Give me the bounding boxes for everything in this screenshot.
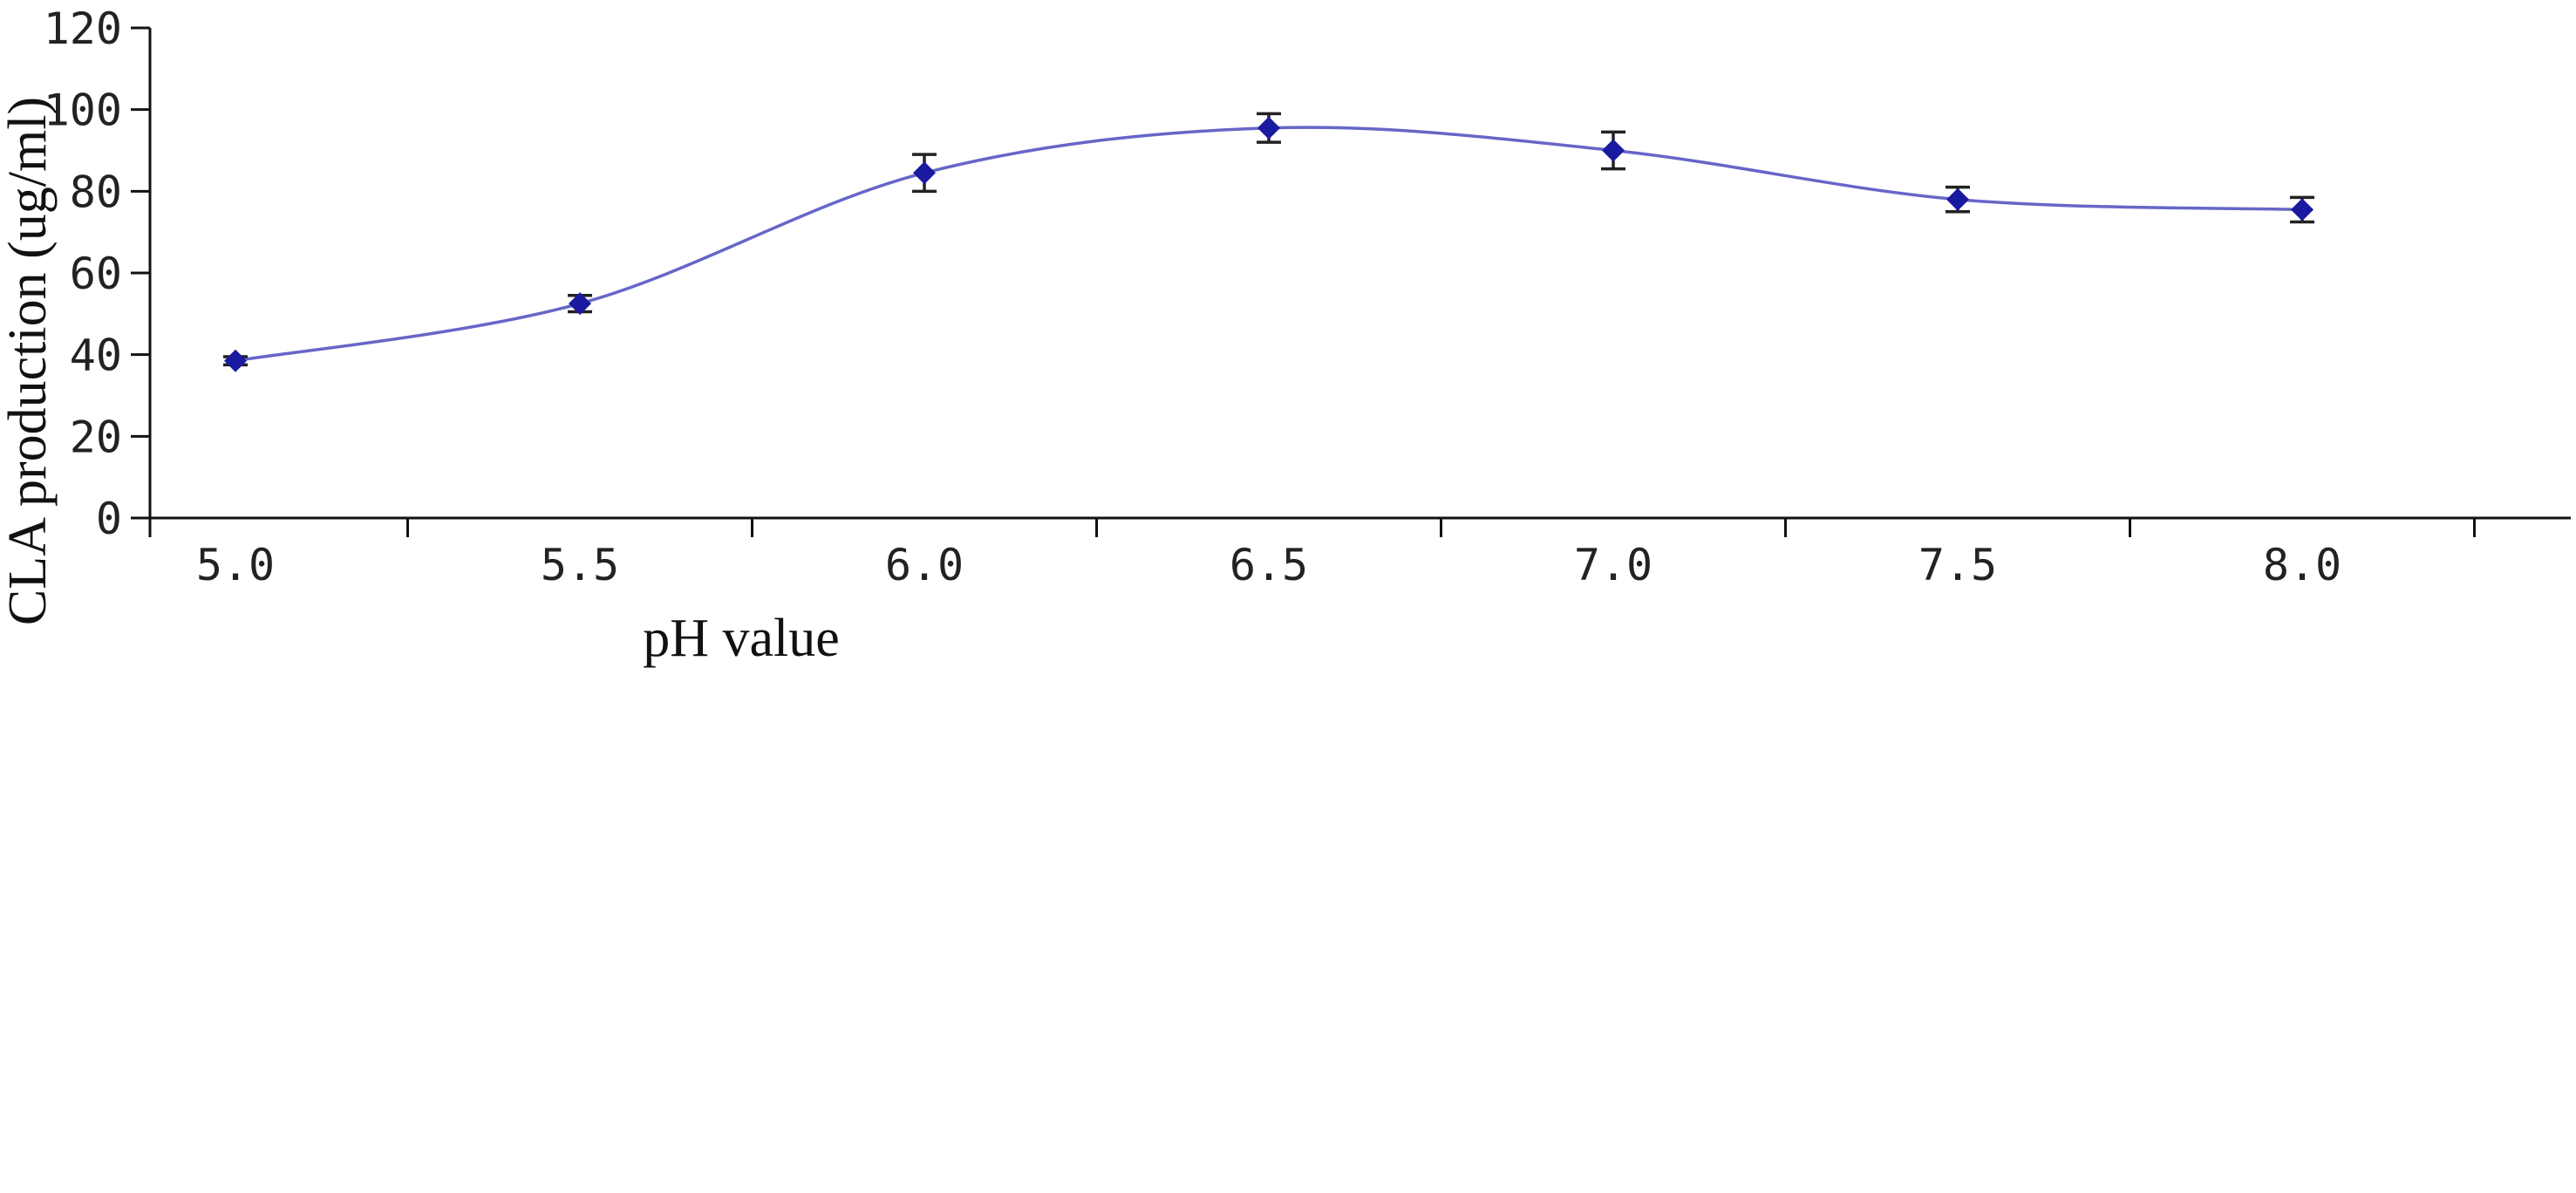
y-axis-title: CLA production (ug/ml) (0, 97, 58, 625)
x-tick-label-5.0: 5.0 (196, 540, 275, 590)
error-bars (223, 112, 2314, 367)
data-point-7.0 (1602, 139, 1625, 162)
x-axis-ticks (148, 518, 2476, 537)
y-tick-label-100: 100 (44, 85, 122, 136)
y-axis-tick-labels: 0 20 40 60 80 100 120 (44, 3, 122, 544)
data-point-5.5 (569, 292, 591, 316)
data-point-8.0 (2291, 198, 2314, 222)
y-tick-label-120: 120 (44, 3, 122, 54)
x-tick-label-7.0: 7.0 (1574, 540, 1653, 590)
y-tick-label-40: 40 (70, 331, 122, 381)
series-line (235, 126, 2303, 363)
x-axis-tick-labels: 5.0 5.5 6.0 6.5 7.0 7.5 8.0 (196, 540, 2341, 590)
x-tick-label-7.5: 7.5 (1918, 540, 1997, 590)
y-tick-label-80: 80 (70, 167, 122, 217)
x-axis-title: pH value (643, 609, 840, 668)
y-tick-label-20: 20 (70, 412, 122, 462)
data-points (224, 116, 2314, 372)
x-tick-label-6.0: 6.0 (885, 540, 964, 590)
x-tick-label-6.5: 6.5 (1230, 540, 1308, 590)
x-tick-label-5.5: 5.5 (541, 540, 619, 590)
y-tick-label-60: 60 (70, 249, 122, 299)
data-point-6.0 (913, 161, 936, 185)
data-point-5.0 (224, 349, 247, 372)
y-tick-label-0: 0 (96, 494, 122, 544)
data-point-7.5 (1946, 187, 1969, 211)
y-axis-ticks (131, 26, 150, 520)
data-point-6.5 (1257, 116, 1280, 140)
x-tick-label-8.0: 8.0 (2263, 540, 2341, 590)
